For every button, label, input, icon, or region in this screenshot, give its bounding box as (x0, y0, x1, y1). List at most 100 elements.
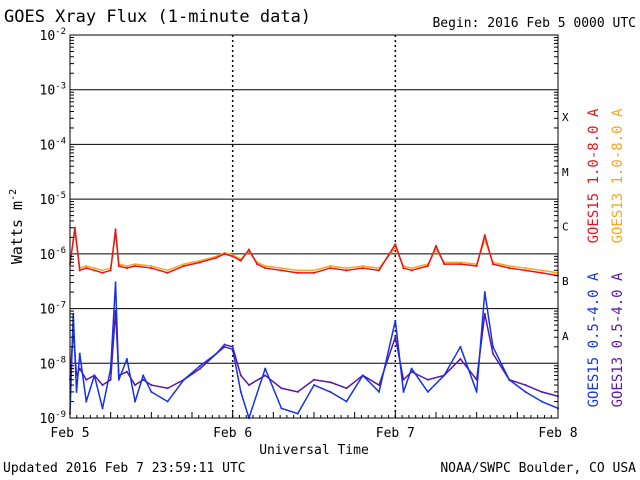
data-point (109, 269, 112, 272)
data-point (280, 269, 283, 272)
data-point (256, 263, 259, 266)
data-point (459, 261, 462, 264)
data-point (508, 264, 511, 267)
data-point (402, 267, 405, 270)
y-tick-base: 10 (40, 193, 56, 208)
data-point (540, 390, 543, 393)
grid-lines (70, 35, 558, 418)
y-tick-label: 10-4 (40, 136, 67, 153)
data-point (231, 345, 234, 348)
data-point (443, 263, 446, 266)
y-tick-exp: -7 (55, 301, 66, 311)
series-line (69, 281, 559, 419)
data-point (459, 345, 462, 348)
y-tick-exp: -5 (55, 191, 66, 201)
data-point (150, 384, 153, 387)
data-point (223, 252, 226, 255)
data-point (215, 256, 218, 259)
data-point (313, 378, 315, 381)
y-tick-base: 10 (40, 412, 56, 427)
data-point (117, 378, 120, 381)
data-point (109, 378, 112, 381)
data-point (313, 271, 315, 274)
data-point (296, 271, 299, 274)
data-point (524, 384, 527, 387)
data-point (296, 269, 299, 272)
data-point (361, 264, 364, 267)
data-point (378, 390, 381, 393)
data-point (85, 267, 88, 270)
data-point (508, 267, 511, 270)
data-point (231, 255, 234, 258)
data-point (410, 269, 413, 272)
data-point (93, 374, 96, 377)
data-point (345, 400, 348, 403)
legend-entry: GOES13 1.0-8.0 A (610, 108, 626, 243)
data-point (378, 384, 381, 387)
data-point (475, 264, 478, 267)
data-point (125, 264, 128, 267)
data-point (114, 228, 117, 231)
data-point (215, 352, 218, 355)
data-point (101, 384, 104, 387)
begin-timestamp: Begin: 2016 Feb 5 0000 UTC (432, 17, 636, 30)
y-tick-exp: -2 (55, 27, 66, 37)
series-layer (69, 226, 559, 419)
data-point (134, 400, 137, 403)
data-point (394, 319, 397, 322)
data-point (378, 269, 381, 272)
data-point (345, 267, 348, 270)
source-credit: NOAA/SWPC Boulder, CO USA (440, 461, 636, 476)
flare-class-labels: A B C M X (562, 111, 569, 343)
data-point (101, 271, 104, 274)
data-point (280, 267, 283, 270)
data-point (491, 352, 494, 355)
data-point (109, 367, 112, 370)
legend: GOES15 1.0-8.0 A GOES13 1.0-8.0 A GOES15 0… (586, 108, 626, 407)
x-tick-label: Feb 8 (538, 426, 577, 441)
data-point (199, 261, 202, 264)
data-point (329, 381, 332, 384)
data-point (361, 374, 364, 377)
data-point (199, 364, 202, 367)
flare-class-label: X (562, 111, 569, 124)
data-point (125, 267, 128, 270)
data-point (199, 367, 202, 370)
data-point (247, 248, 250, 251)
data-point (491, 345, 494, 348)
y-tick-label: 10-8 (40, 355, 67, 372)
data-point (142, 374, 145, 377)
data-point (166, 271, 169, 274)
y-tick-exp: -4 (55, 136, 66, 146)
y-tick-base: 10 (40, 357, 56, 372)
data-point (524, 267, 527, 270)
data-point (239, 374, 242, 377)
data-point (125, 357, 128, 360)
data-point (85, 264, 88, 267)
data-point (231, 348, 234, 351)
data-point (459, 263, 462, 266)
data-point (313, 384, 315, 387)
data-point (166, 400, 169, 403)
legend-entry: GOES13 0.5-4.0 A (610, 272, 626, 407)
data-point (361, 267, 364, 270)
x-tick-label: Feb 6 (213, 426, 252, 441)
data-point (296, 390, 299, 393)
data-point (410, 367, 413, 370)
chart-title: GOES Xray Flux (1-minute data) (4, 7, 312, 27)
data-point (540, 269, 543, 272)
flare-class-label: A (562, 330, 569, 343)
data-point (483, 234, 486, 237)
data-point (402, 378, 405, 381)
data-point (313, 269, 315, 272)
data-point (329, 264, 332, 267)
data-point (345, 387, 348, 390)
data-point (247, 384, 250, 387)
y-tick-base: 10 (40, 138, 56, 153)
data-point (540, 400, 543, 403)
x-tick-label: Feb 5 (50, 426, 89, 441)
data-point (394, 243, 397, 246)
data-point (345, 269, 348, 272)
y-tick-base: 10 (40, 29, 56, 44)
y-tick-exp: -9 (55, 410, 66, 420)
